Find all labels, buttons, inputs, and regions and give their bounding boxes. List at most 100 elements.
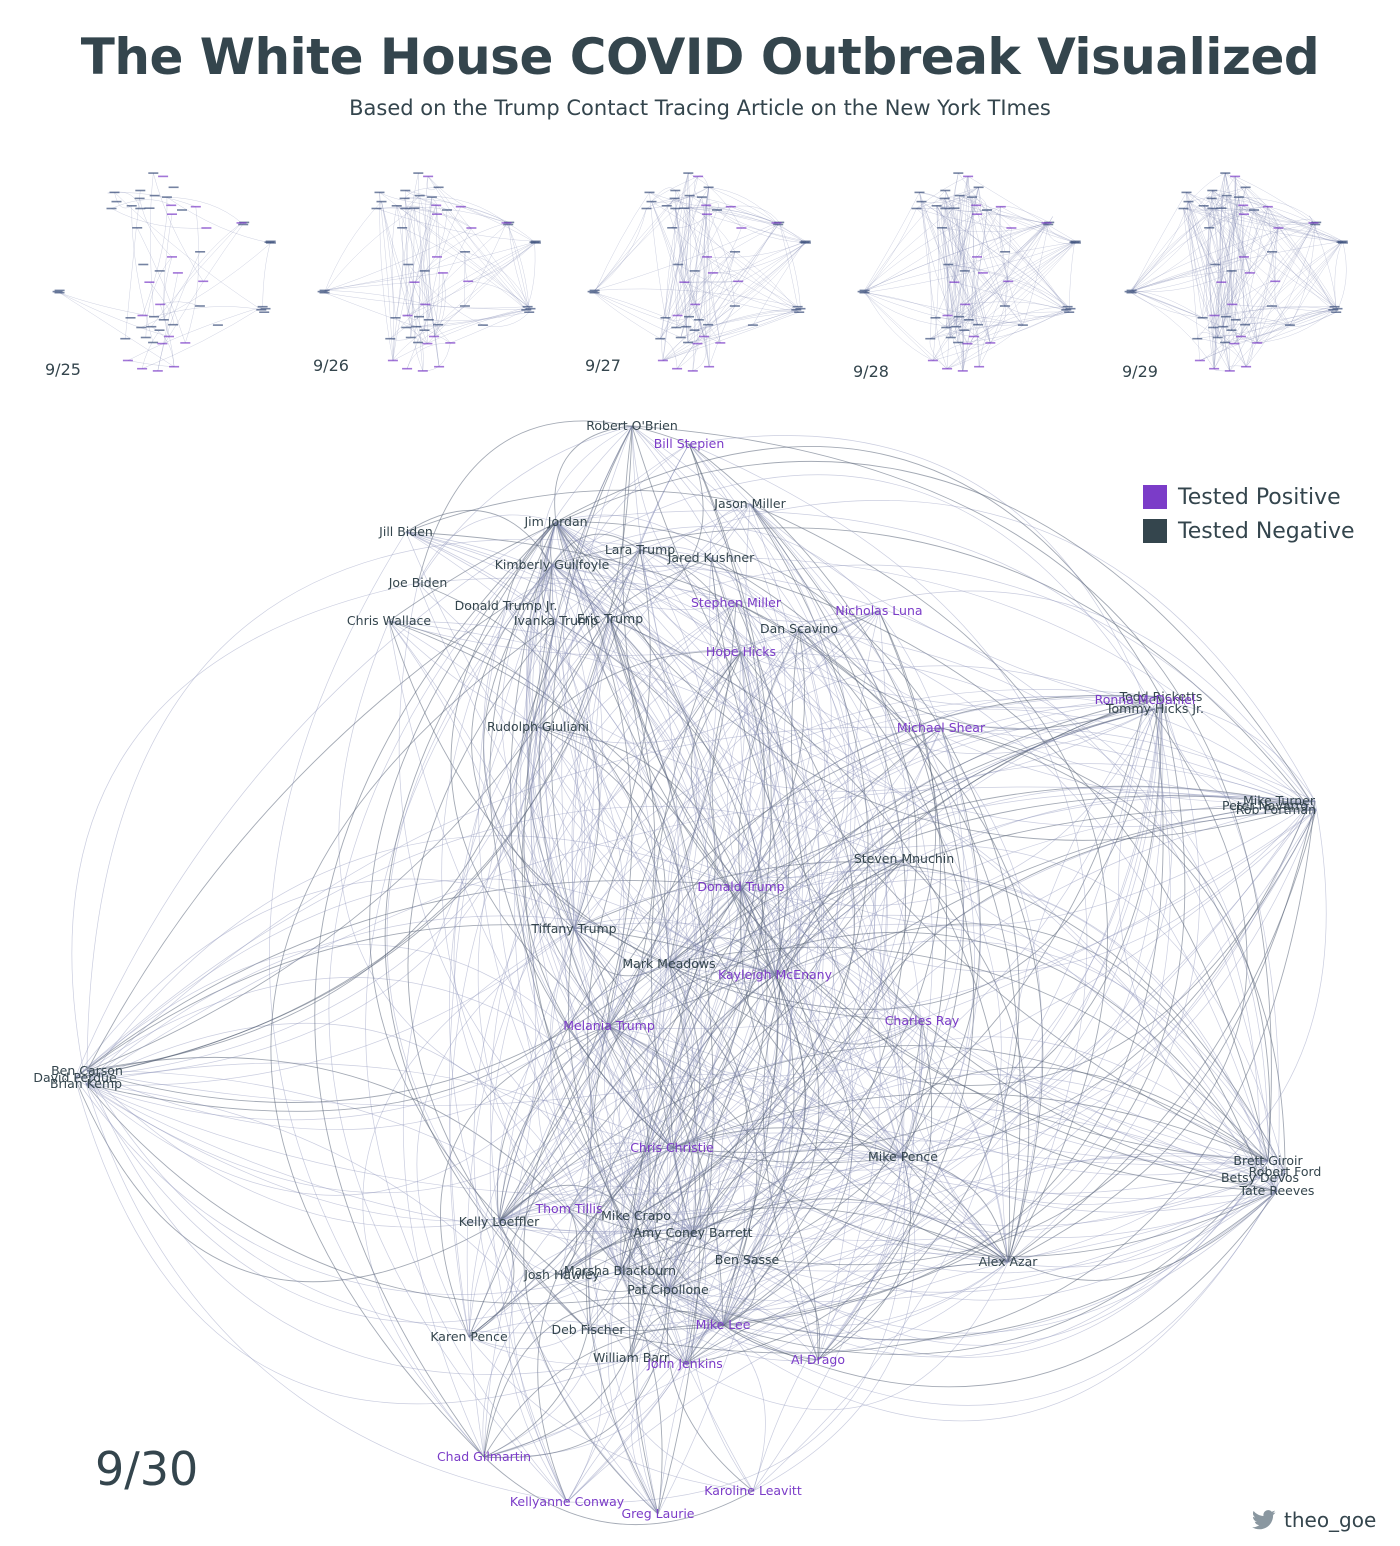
thumbnail-edge [1225,308,1338,343]
thumbnail-edge [1336,241,1347,313]
thumbnail-edge [160,304,175,367]
contact-edge [561,1258,621,1276]
thumbnail-edge [677,272,714,316]
thumbnail-edge [672,173,689,228]
contact-edge [505,605,698,1149]
thumbnail-node [1273,227,1284,229]
contact-edge [555,443,690,622]
thumbnail-node [689,329,700,331]
thumbnail-edge [704,187,709,325]
node-label: Ben Sasse [715,1252,780,1267]
thumbnail-node [1226,329,1237,331]
contact-edge [490,610,880,1223]
thumbnail-node [397,227,408,229]
contact-edge [740,651,923,1022]
thumbnail-edge [976,214,1070,313]
contact-edge [722,1020,923,1326]
thumbnail-node [164,335,174,338]
thumbnail-edge [1004,227,1012,307]
thumbnail-node [672,314,683,317]
thumbnail-edge [954,195,960,283]
node-label: Alex Azar [979,1254,1039,1269]
thumbnail-node [149,315,159,318]
thumbnail-edge [1131,222,1317,291]
contact-edge [668,963,1009,1263]
thumbnail-edge [930,312,1070,339]
node-label: Brian Kemp [50,1076,122,1091]
thumbnail-edge [954,208,1067,310]
contact-edge [450,521,610,1027]
contact-edge [740,886,1269,1176]
thumbnail-node [916,200,927,203]
contact-edge [746,1066,1269,1261]
node-label: Greg Laurie [622,1506,695,1521]
contact-edge [668,963,1278,1238]
contact-edge [798,628,975,1361]
thumbnail-node [180,342,191,344]
node-label: Pat Cipollone [627,1282,709,1297]
thumbnail-node [1308,222,1319,224]
contact-edge [573,886,923,1022]
thumbnail-node [459,305,470,307]
thumbnail-edge [684,282,721,343]
contact-edge [635,696,1162,1217]
node-label: Jared Kushner [667,550,755,565]
node-label: Mike Pence [868,1149,938,1164]
contact-edge [505,582,611,620]
thumbnail-node [431,204,442,207]
thumbnail-edge [1238,196,1317,223]
contact-edge [749,503,975,1361]
contact-edge [86,886,742,1130]
contact-edge [684,809,1317,1365]
thumbnail-edge [680,187,709,338]
thumbnail-date: 9/25 [45,360,81,379]
thumbnail-edge [942,222,1047,233]
thumbnail-node [155,303,166,306]
thumbnail-node [859,291,870,294]
thumbnail-edge [1257,242,1342,344]
thumbnail-edge [396,205,411,338]
thumbnail-edge [712,242,806,274]
contact-edge [537,726,680,965]
contact-edge [498,605,625,1223]
contact-edge [573,922,1009,1263]
thumbnail-edge [1129,241,1343,292]
contact-edge [587,800,1316,1354]
contact-edge [85,928,575,1086]
thumbnail-edge [672,227,800,313]
thumbnail-edge [935,317,948,369]
thumbnail-node [463,280,474,283]
thumbnail-edge [646,196,702,209]
thumbnail-node [1194,359,1205,362]
thumbnail-edge [125,190,141,339]
contact-edge [489,651,742,1503]
contact-edge [667,1156,904,1310]
contact-edge [671,858,905,1149]
node-label: Donald Trump Jr. [455,598,558,613]
contact-edge [573,928,670,977]
thumbnail-node [699,335,709,338]
author-credit[interactable]: theo_goe [1252,1508,1376,1532]
contact-edge [526,521,742,888]
thumbnail-edge [141,330,160,369]
contact-edge [555,514,712,559]
node-label: Rob Portman [1236,802,1316,817]
contact-edge [709,503,751,559]
contact-edge [417,420,690,584]
thumbnail-node [172,272,183,274]
thumbnail-edge [324,282,415,291]
thumbnail-edge [677,173,689,316]
contact-edge [468,1147,673,1338]
node-label: Tiffany Trump [530,921,616,936]
contact-edge [498,549,641,1217]
thumbnail-date: 9/28 [853,362,889,381]
thumbnail-edge [376,207,472,229]
thumbnail-node [1070,242,1081,244]
contact-edge [608,1025,643,1217]
thumbnail-edge [163,256,173,337]
thumbnail-edge [1257,312,1337,344]
contact-edge [630,1252,1009,1359]
thumbnail-node [999,305,1010,307]
contact-edge [498,618,656,1223]
thumbnail-edge [678,264,800,313]
